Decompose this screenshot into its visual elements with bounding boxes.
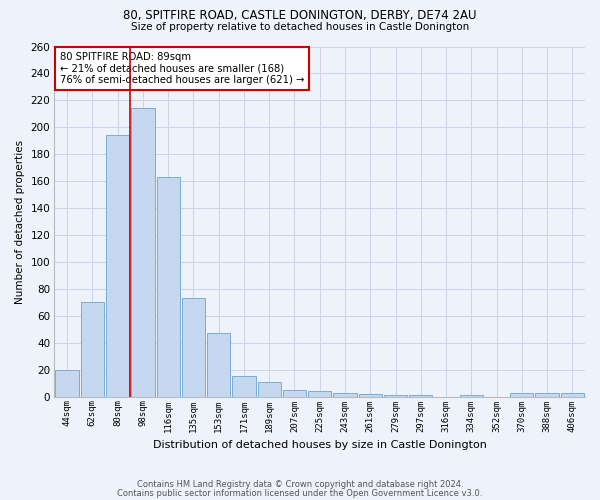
- Bar: [157, 177, 180, 396]
- Bar: [257, 382, 281, 396]
- Bar: [106, 136, 129, 396]
- Bar: [55, 370, 79, 396]
- Bar: [334, 392, 356, 396]
- Text: Contains HM Land Registry data © Crown copyright and database right 2024.: Contains HM Land Registry data © Crown c…: [137, 480, 463, 489]
- Bar: [359, 394, 382, 396]
- Text: Size of property relative to detached houses in Castle Donington: Size of property relative to detached ho…: [131, 22, 469, 32]
- Bar: [308, 392, 331, 396]
- Bar: [283, 390, 306, 396]
- Text: Contains public sector information licensed under the Open Government Licence v3: Contains public sector information licen…: [118, 488, 482, 498]
- Text: 80 SPITFIRE ROAD: 89sqm
← 21% of detached houses are smaller (168)
76% of semi-d: 80 SPITFIRE ROAD: 89sqm ← 21% of detache…: [60, 52, 304, 85]
- Bar: [207, 334, 230, 396]
- Bar: [232, 376, 256, 396]
- Bar: [182, 298, 205, 396]
- Y-axis label: Number of detached properties: Number of detached properties: [15, 140, 25, 304]
- Text: 80, SPITFIRE ROAD, CASTLE DONINGTON, DERBY, DE74 2AU: 80, SPITFIRE ROAD, CASTLE DONINGTON, DER…: [123, 9, 477, 22]
- Bar: [81, 302, 104, 396]
- Bar: [561, 392, 584, 396]
- Bar: [535, 392, 559, 396]
- Bar: [131, 108, 155, 397]
- Bar: [510, 392, 533, 396]
- X-axis label: Distribution of detached houses by size in Castle Donington: Distribution of detached houses by size …: [153, 440, 487, 450]
